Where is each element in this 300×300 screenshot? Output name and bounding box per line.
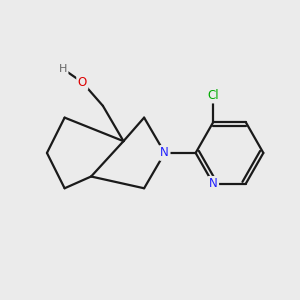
Text: N: N — [160, 146, 169, 159]
Text: Cl: Cl — [208, 89, 219, 102]
Text: N: N — [209, 177, 218, 190]
Text: O: O — [78, 76, 87, 89]
Text: H: H — [59, 64, 67, 74]
